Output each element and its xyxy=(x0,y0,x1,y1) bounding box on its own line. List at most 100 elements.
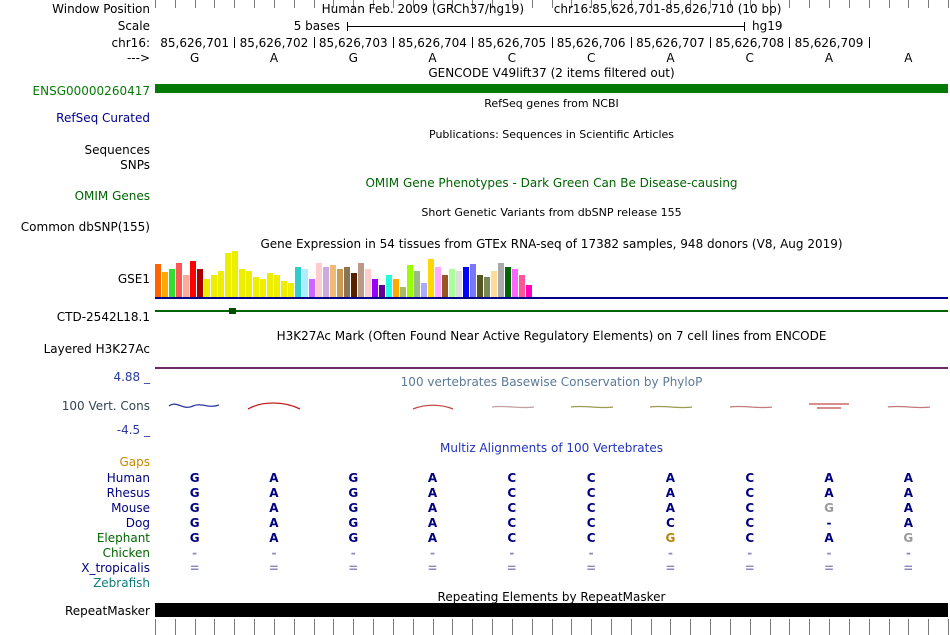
gtex-bar[interactable] xyxy=(351,273,357,297)
gtex-bar[interactable] xyxy=(288,283,294,297)
gtex-bar[interactable] xyxy=(400,287,406,297)
gtex-bar[interactable] xyxy=(470,264,476,297)
gtex-bar[interactable] xyxy=(176,263,182,297)
gtex-bar[interactable] xyxy=(393,279,399,297)
gtex-bar[interactable] xyxy=(337,269,343,297)
dbsnp-label[interactable]: Common dbSNP(155) xyxy=(20,220,150,234)
gtex-bar[interactable] xyxy=(281,281,287,297)
gtex-bar[interactable] xyxy=(449,269,455,297)
gtex-bar[interactable] xyxy=(442,275,448,297)
gtex-bar[interactable] xyxy=(267,273,273,297)
gtex-bar[interactable] xyxy=(512,269,518,297)
gtex-bar[interactable] xyxy=(225,253,231,297)
cons-track-label[interactable]: 100 Vert. Cons xyxy=(61,399,150,413)
gtex-bar[interactable] xyxy=(330,265,336,297)
ruler-tick xyxy=(511,0,513,8)
gtex-bar[interactable] xyxy=(372,279,378,297)
gtex-bar[interactable] xyxy=(414,271,420,297)
gtex-bar[interactable] xyxy=(232,251,238,297)
gtex-gene-label[interactable]: GSE1 xyxy=(117,272,150,286)
gtex-bar[interactable] xyxy=(344,267,350,297)
dbsnp-track-title[interactable]: Short Genetic Variants from dbSNP releas… xyxy=(421,206,682,219)
gtex-bar[interactable] xyxy=(316,263,322,297)
gtex-bar[interactable] xyxy=(491,271,497,297)
gtex-bar[interactable] xyxy=(463,267,469,297)
gtex-bar[interactable] xyxy=(519,275,525,297)
alignment-base: A xyxy=(903,516,913,530)
h3k27ac-signal-line[interactable] xyxy=(155,367,948,369)
cons-track-title[interactable]: 100 vertebrates Basewise Conservation by… xyxy=(400,375,703,389)
phylop-mark xyxy=(491,405,534,409)
gencode-track-title[interactable]: GENCODE V49lift37 (2 items filtered out) xyxy=(428,66,675,80)
repeatmasker-label[interactable]: RepeatMasker xyxy=(64,604,150,618)
position-label: 85,626,706 xyxy=(556,36,626,50)
gtex-bar[interactable] xyxy=(169,269,175,297)
gtex-bar[interactable] xyxy=(407,265,413,297)
ruler-tick xyxy=(829,0,831,8)
gtex-bar[interactable] xyxy=(183,275,189,297)
ctd-gene-label[interactable]: CTD-2542L18.1 xyxy=(56,310,150,324)
gtex-track-title[interactable]: Gene Expression in 54 tissues from GTEx … xyxy=(260,237,843,251)
gencode-gene-label[interactable]: ENSG00000260417 xyxy=(32,84,150,98)
species-label-rhesus[interactable]: Rhesus xyxy=(106,486,150,500)
species-label-zebrafish[interactable]: Zebrafish xyxy=(93,576,150,590)
gtex-bar[interactable] xyxy=(365,269,371,297)
species-label-elephant[interactable]: Elephant xyxy=(96,531,150,545)
ruler-tick xyxy=(908,619,910,635)
species-label-x_tropicalis[interactable]: X_tropicalis xyxy=(81,561,150,575)
h3k27ac-label[interactable]: Layered H3K27Ac xyxy=(43,342,150,356)
gtex-bar[interactable] xyxy=(197,269,203,297)
gtex-bar[interactable] xyxy=(428,259,434,297)
phylop-mark xyxy=(412,404,453,410)
omim-track-title[interactable]: OMIM Gene Phenotypes - Dark Green Can Be… xyxy=(365,176,738,190)
gtex-bar[interactable] xyxy=(309,279,315,297)
refseq-curated-label[interactable]: RefSeq Curated xyxy=(56,111,150,125)
gtex-bar[interactable] xyxy=(211,275,217,297)
multiz-track-title[interactable]: Multiz Alignments of 100 Vertebrates xyxy=(439,441,664,455)
ctd-exon-tick[interactable] xyxy=(229,308,236,314)
species-label-chicken[interactable]: Chicken xyxy=(102,546,150,560)
gtex-bar[interactable] xyxy=(295,267,301,297)
species-label-human[interactable]: Human xyxy=(106,471,150,485)
omim-genes-label[interactable]: OMIM Genes xyxy=(74,189,150,203)
snps-label[interactable]: SNPs xyxy=(120,158,150,172)
gtex-bar[interactable] xyxy=(239,269,245,297)
repeatmasker-track-title[interactable]: Repeating Elements by RepeatMasker xyxy=(437,590,666,604)
refseq-track-title[interactable]: RefSeq genes from NCBI xyxy=(484,97,619,110)
gtex-bar[interactable] xyxy=(162,272,168,297)
alignment-base: A xyxy=(269,516,279,530)
gtex-bar[interactable] xyxy=(274,275,280,297)
gtex-bar[interactable] xyxy=(386,275,392,297)
gtex-bar[interactable] xyxy=(190,261,196,297)
sequences-label[interactable]: Sequences xyxy=(84,143,150,157)
base-letter: G xyxy=(348,51,358,65)
gtex-bar[interactable] xyxy=(323,267,329,297)
gtex-bar[interactable] xyxy=(253,277,259,297)
publications-track-title[interactable]: Publications: Sequences in Scientific Ar… xyxy=(429,128,674,141)
gtex-bar[interactable] xyxy=(421,283,427,297)
gtex-bar[interactable] xyxy=(456,271,462,297)
gtex-bar[interactable] xyxy=(204,279,210,297)
alignment-base: A xyxy=(903,501,913,515)
position-tick xyxy=(710,37,712,48)
gtex-bar[interactable] xyxy=(477,275,483,297)
gtex-bar[interactable] xyxy=(498,263,504,297)
gtex-bar[interactable] xyxy=(218,271,224,297)
strand-arrow[interactable]: ---> xyxy=(126,51,150,65)
species-label-dog[interactable]: Dog xyxy=(125,516,150,530)
gtex-bar[interactable] xyxy=(379,285,385,297)
repeatmasker-bar[interactable] xyxy=(155,603,948,617)
gencode-gene-bar[interactable] xyxy=(155,84,948,93)
h3k27ac-track-title[interactable]: H3K27Ac Mark (Often Found Near Active Re… xyxy=(276,329,827,343)
species-label-mouse[interactable]: Mouse xyxy=(111,501,150,515)
gtex-bar[interactable] xyxy=(435,267,441,297)
gtex-bar[interactable] xyxy=(484,277,490,297)
ctd-gene-line[interactable] xyxy=(155,310,948,312)
gtex-bar[interactable] xyxy=(302,269,308,297)
gtex-bar[interactable] xyxy=(155,264,161,297)
gtex-bar[interactable] xyxy=(358,263,364,297)
gtex-bar[interactable] xyxy=(526,285,532,297)
gtex-bar[interactable] xyxy=(246,271,252,297)
gtex-bar[interactable] xyxy=(260,279,266,297)
gtex-bar[interactable] xyxy=(505,267,511,297)
